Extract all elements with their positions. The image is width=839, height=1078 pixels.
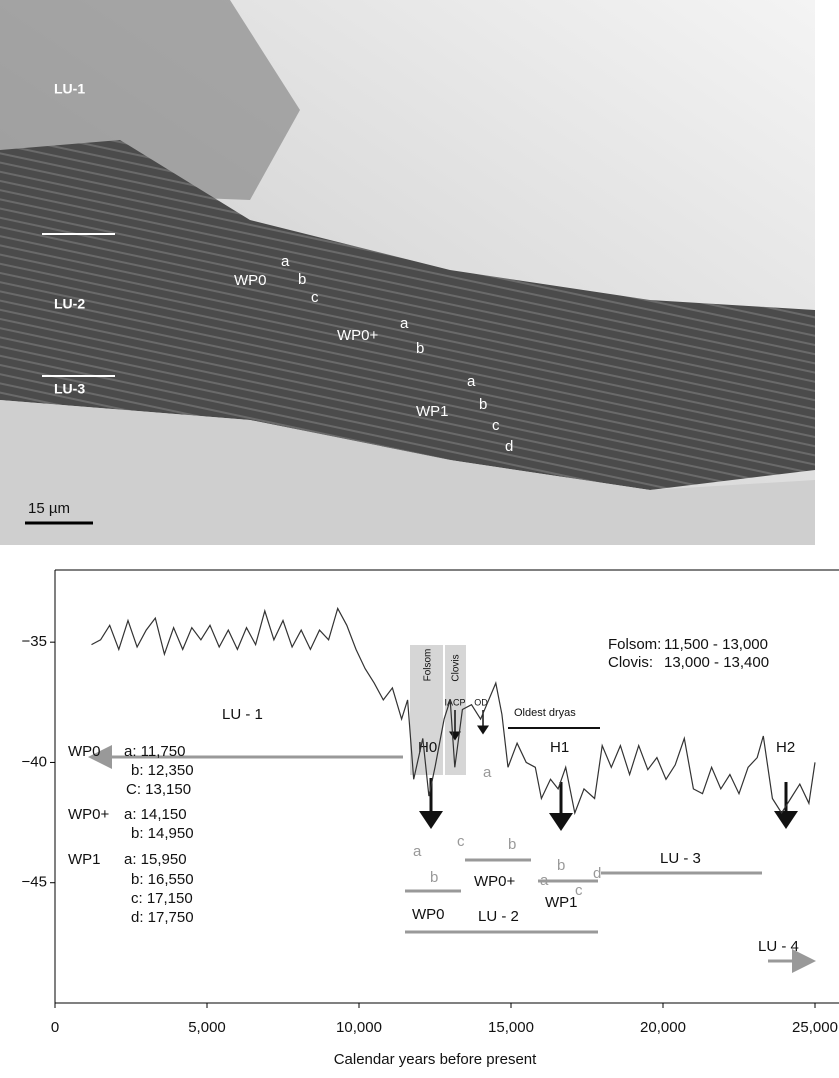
annotation: LU - 1 bbox=[222, 706, 263, 723]
x-axis-title: Calendar years before present bbox=[334, 1051, 537, 1068]
wp-date: d: 17,750 bbox=[131, 909, 194, 926]
scale-bar-label: 15 µm bbox=[28, 500, 70, 517]
x-tick-label: 5,000 bbox=[188, 1019, 226, 1036]
x-tick-label: 15,000 bbox=[488, 1019, 534, 1036]
band-label: a bbox=[281, 253, 290, 270]
wp-date: c: 17,150 bbox=[131, 890, 193, 907]
annotation: H1 bbox=[550, 739, 569, 756]
band-label: WP0 bbox=[234, 272, 267, 289]
annotation: WP0+ bbox=[474, 873, 516, 890]
band-label: c bbox=[492, 417, 500, 434]
annotation: LU - 2 bbox=[478, 908, 519, 925]
band-label: b bbox=[416, 340, 424, 357]
layer-label: LU-1 bbox=[54, 81, 85, 97]
period-label: Clovis: bbox=[608, 654, 653, 671]
wp-date: b: 16,550 bbox=[131, 871, 194, 888]
wp-date: a: 11,750 bbox=[124, 743, 185, 760]
annotation: b bbox=[430, 869, 438, 886]
annotation: Clovis bbox=[451, 654, 462, 681]
annotation: WP0 bbox=[412, 906, 445, 923]
annotation: b bbox=[508, 836, 516, 853]
band-label: WP0+ bbox=[337, 327, 379, 344]
x-tick-label: 25,000 bbox=[792, 1019, 838, 1036]
annotation: Folsom bbox=[423, 649, 434, 682]
band-label: c bbox=[311, 289, 319, 306]
band-label: a bbox=[467, 373, 476, 390]
annotation: Oldest dryas bbox=[514, 707, 576, 719]
period-label: Folsom: bbox=[608, 636, 661, 653]
annotation: b bbox=[557, 857, 565, 874]
layer-label: LU-2 bbox=[54, 296, 85, 312]
layer-label: LU-3 bbox=[54, 381, 85, 397]
wp-label: WP0+ bbox=[68, 806, 110, 823]
annotation: IACP bbox=[444, 697, 465, 707]
wp-label: WP0 bbox=[68, 743, 101, 760]
x-tick-label: 20,000 bbox=[640, 1019, 686, 1036]
page: LU-1 LU-2 LU-3 WP0 a b c WP0+ a b WP1 a … bbox=[0, 0, 839, 1078]
annotation: a bbox=[483, 764, 492, 781]
y-tick-label: −35 bbox=[22, 633, 47, 650]
annotation: WP1 bbox=[545, 894, 578, 911]
band-label: b bbox=[298, 271, 306, 288]
chart: Folsom: 11,500 - 13,000 Clovis: 13,000 -… bbox=[55, 570, 839, 1068]
y-tick-label: −40 bbox=[22, 753, 47, 770]
annotation: LU - 4 bbox=[758, 938, 799, 955]
wp-date: b: 14,950 bbox=[131, 825, 194, 842]
period-label: 13,000 - 13,400 bbox=[664, 654, 769, 671]
y-tick-label: −45 bbox=[22, 874, 47, 891]
x-tick-label: 10,000 bbox=[336, 1019, 382, 1036]
annotation: d bbox=[593, 865, 601, 882]
x-tick-label: 0 bbox=[51, 1019, 59, 1036]
annotation: a bbox=[413, 843, 422, 860]
band-label: a bbox=[400, 315, 409, 332]
annotation: H2 bbox=[776, 739, 795, 756]
period-label: 11,500 - 13,000 bbox=[664, 636, 768, 653]
figure: LU-1 LU-2 LU-3 WP0 a b c WP0+ a b WP1 a … bbox=[0, 0, 839, 1078]
wp-date: b: 12,350 bbox=[131, 762, 194, 779]
band-label: b bbox=[479, 396, 487, 413]
annotation: c bbox=[457, 833, 465, 850]
band-label: d bbox=[505, 438, 513, 455]
wp-date: a: 14,150 bbox=[124, 806, 187, 823]
wp-label: WP1 bbox=[68, 851, 101, 868]
annotation: LU - 3 bbox=[660, 850, 701, 867]
band-label: WP1 bbox=[416, 403, 449, 420]
micrograph: LU-1 LU-2 LU-3 WP0 a b c WP0+ a b WP1 a … bbox=[0, 0, 815, 545]
wp-date: a: 15,950 bbox=[124, 851, 187, 868]
wp-date: C: 13,150 bbox=[126, 781, 191, 798]
